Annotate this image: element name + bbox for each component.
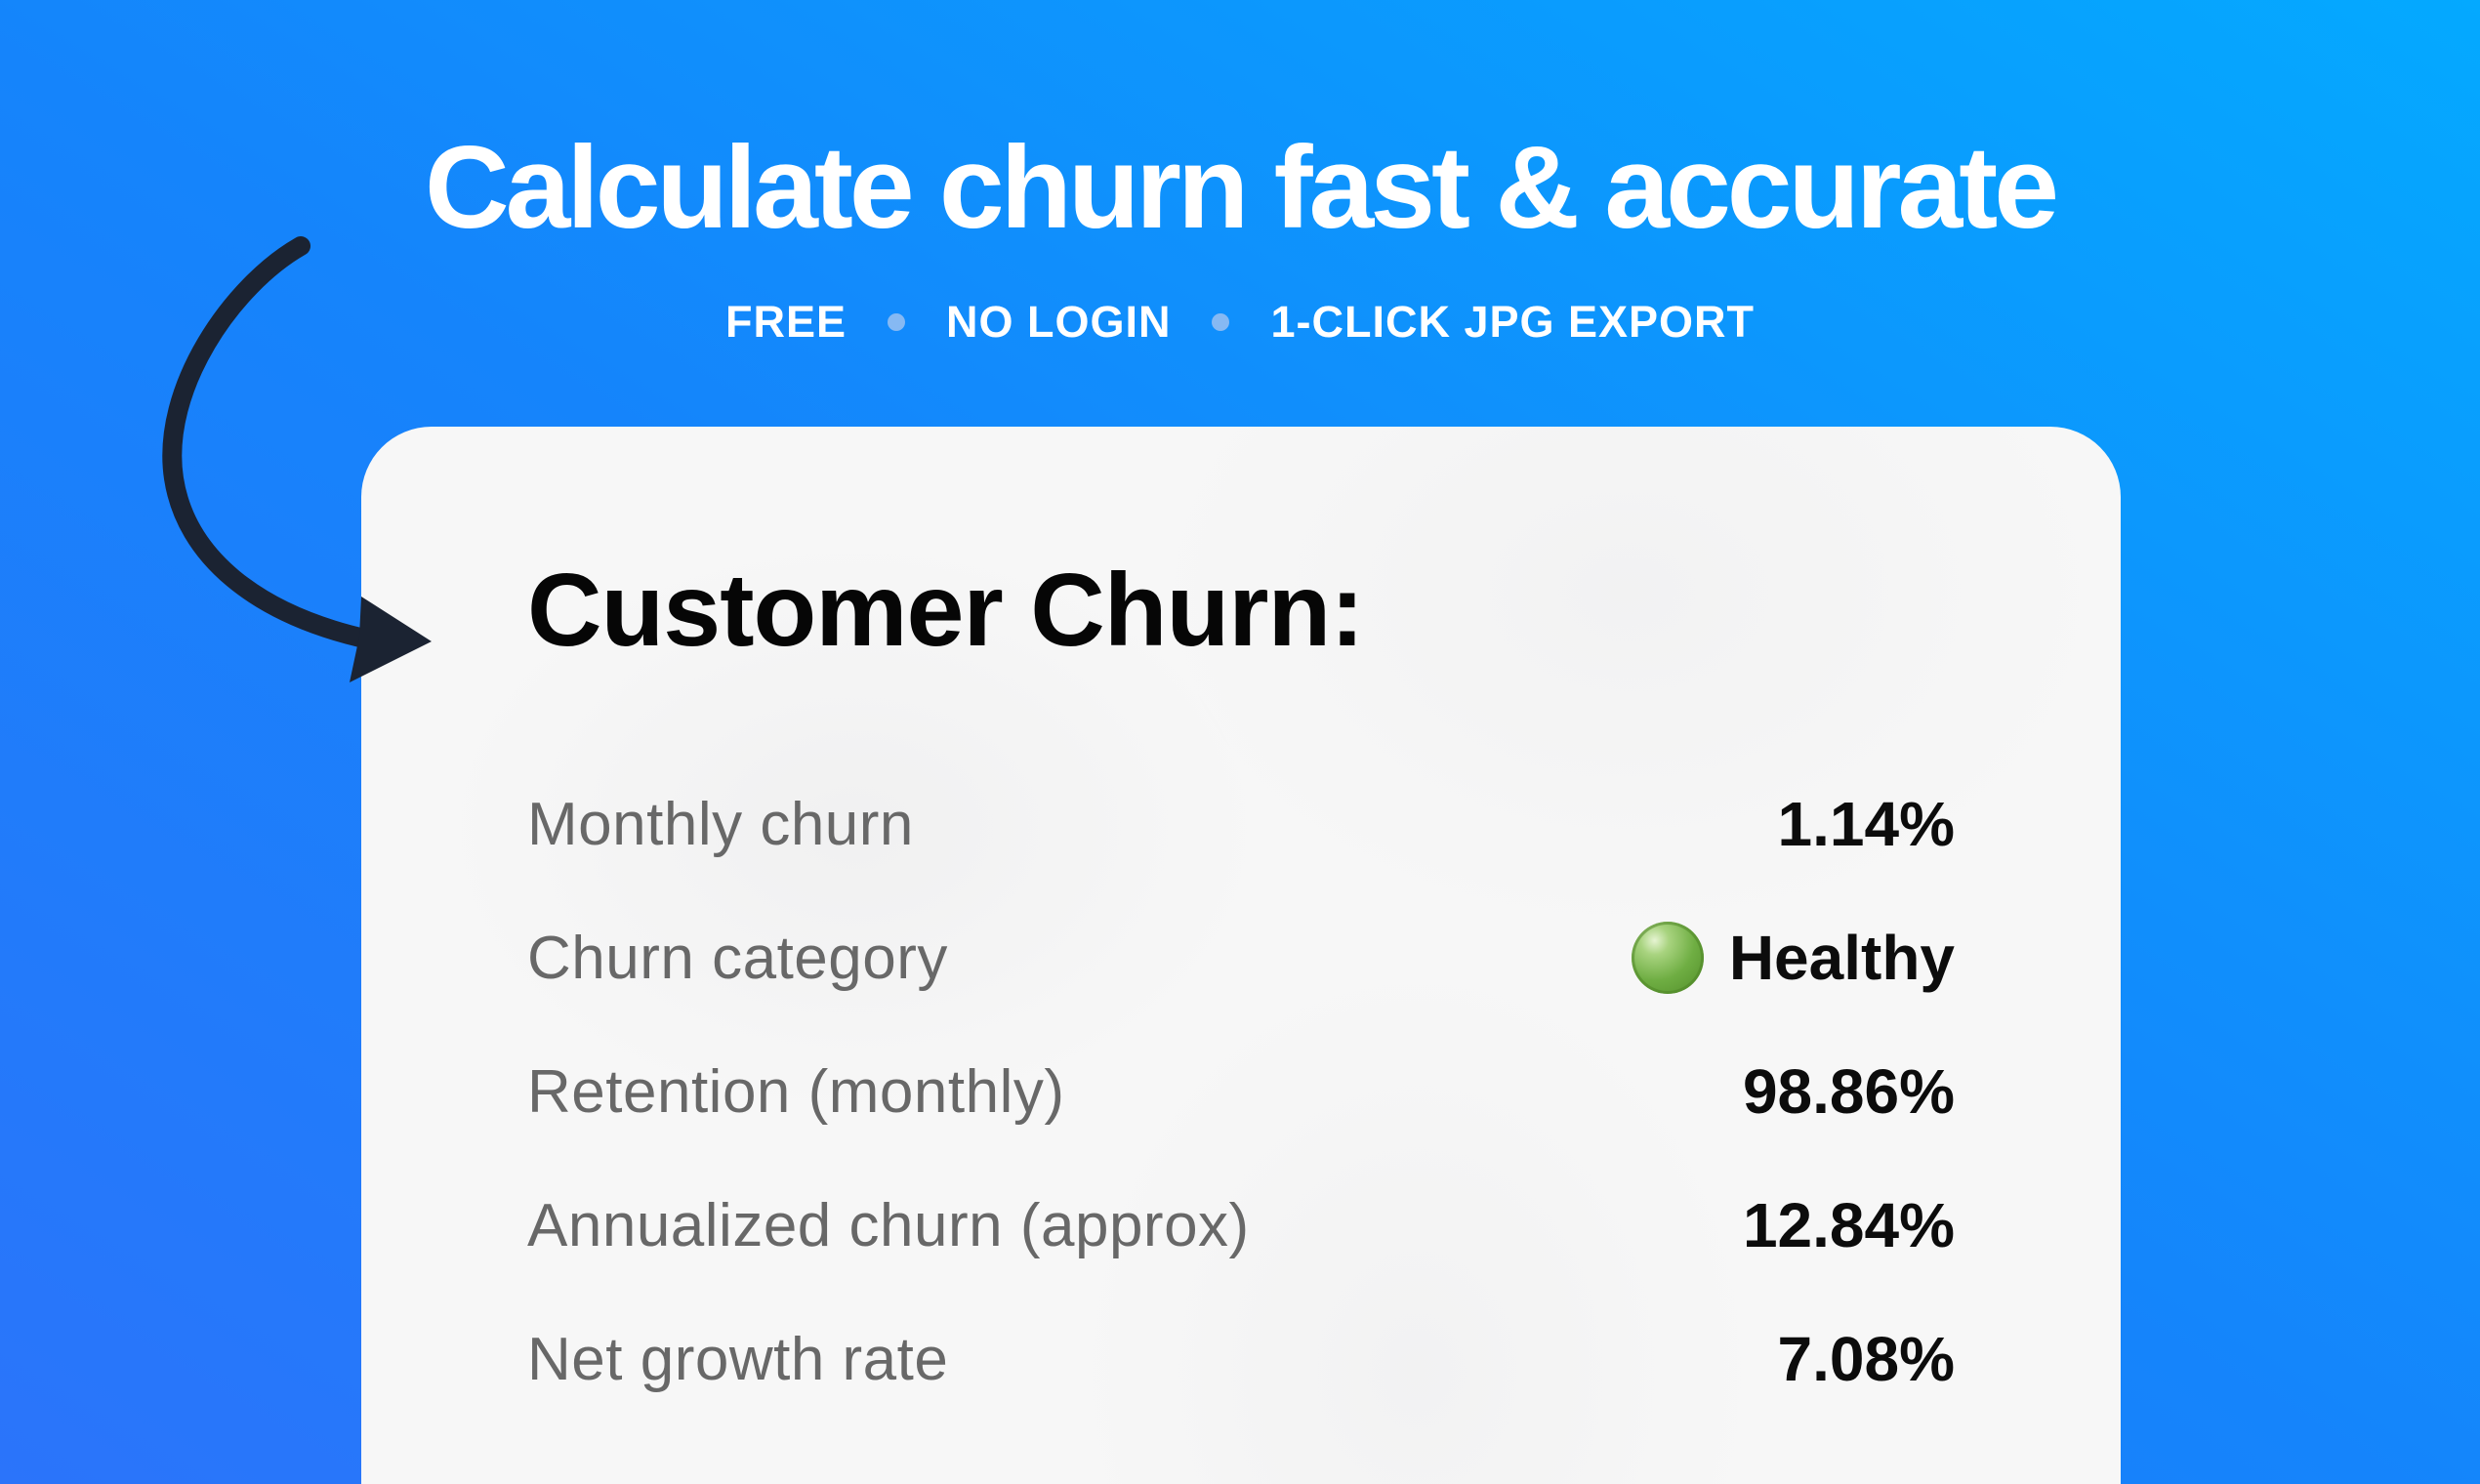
stat-row-monthly-churn: Monthly churn 1.14% — [527, 758, 1955, 891]
stat-label: Monthly churn — [527, 790, 914, 858]
results-card: Customer Churn: Monthly churn 1.14% Chur… — [361, 427, 2121, 1484]
stat-label: Annualized churn (approx) — [527, 1191, 1250, 1259]
page-title: Calculate churn fast & accurate — [425, 122, 2059, 253]
card-title: Customer Churn: — [527, 553, 1365, 668]
stat-value-text: 1.14% — [1777, 789, 1955, 860]
stat-value: 7.08% — [1778, 1323, 1955, 1395]
stat-label: Net growth rate — [527, 1325, 949, 1393]
stat-row-churn-category: Churn category Healthy — [527, 891, 1955, 1025]
badge-free: FREE — [724, 297, 847, 347]
stats-list: Monthly churn 1.14% Churn category Healt… — [527, 758, 1955, 1426]
stat-value-text: 98.86% — [1742, 1056, 1955, 1128]
stat-value: Healthy — [1631, 922, 1955, 995]
badge-jpg-export: 1-CLICK JPG EXPORT — [1270, 297, 1756, 347]
feature-badges: FREE NO LOGIN 1-CLICK JPG EXPORT — [0, 297, 2480, 347]
healthy-status-dot-icon — [1631, 922, 1704, 995]
stat-row-net-growth-rate: Net growth rate 7.08% — [527, 1293, 1955, 1426]
stat-label: Churn category — [527, 924, 948, 992]
stat-value-text: Healthy — [1728, 923, 1955, 994]
stat-value: 12.84% — [1743, 1189, 1955, 1261]
stat-value: 98.86% — [1743, 1055, 1955, 1128]
badge-no-login: NO LOGIN — [945, 297, 1172, 347]
stat-row-retention-monthly: Retention (monthly) 98.86% — [527, 1025, 1955, 1159]
dot-separator-icon — [887, 313, 905, 331]
stat-value: 1.14% — [1778, 788, 1955, 860]
dot-separator-icon — [1212, 313, 1230, 331]
stat-value-text: 7.08% — [1777, 1324, 1955, 1395]
stat-label: Retention (monthly) — [527, 1057, 1065, 1126]
stat-value-text: 12.84% — [1742, 1190, 1955, 1261]
stat-row-annualized-churn: Annualized churn (approx) 12.84% — [527, 1159, 1955, 1293]
